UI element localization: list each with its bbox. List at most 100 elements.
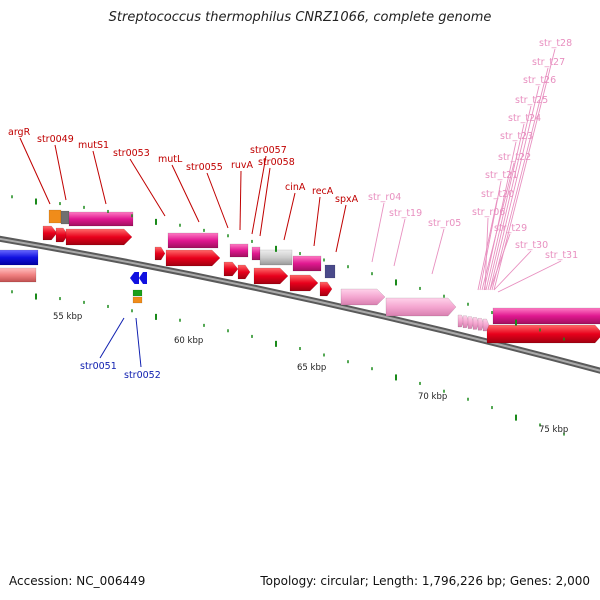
gene-block-mutS1 bbox=[68, 211, 134, 227]
genome-title: Streptococcus thermophilus CNRZ1066, com… bbox=[108, 10, 492, 25]
cds-arrow-mutS1 bbox=[65, 228, 133, 246]
gene-label-str_t23: str_t23 bbox=[500, 131, 533, 142]
genome-backbone-highlight bbox=[0, 237, 600, 372]
leader-line-str0049 bbox=[54, 144, 67, 201]
gene-label-str_t31: str_t31 bbox=[545, 250, 578, 261]
gene-label-ruvA: ruvA bbox=[231, 160, 254, 171]
gene-label-str0052: str0052 bbox=[124, 370, 161, 381]
cds-arrow-recA bbox=[289, 274, 319, 292]
leader-line-str0053 bbox=[129, 158, 166, 217]
genome-summary-text: Topology: circular; Length: 1,796,226 bp… bbox=[260, 574, 590, 588]
leader-line-str_t30 bbox=[493, 250, 532, 291]
gene-label-str0053: str0053 bbox=[113, 148, 150, 159]
trna-block-cluster-5 bbox=[482, 318, 490, 332]
gene-label-str_t26: str_t26 bbox=[523, 75, 556, 86]
gene-label-str_t21: str_t21 bbox=[485, 170, 518, 181]
leader-line-str0051 bbox=[99, 317, 125, 359]
gene-label-str_t24: str_t24 bbox=[508, 113, 541, 124]
gene-block-right-magenta bbox=[492, 307, 600, 325]
gene-label-str_t28: str_t28 bbox=[539, 38, 572, 49]
gene-label-mutL: mutL bbox=[158, 154, 183, 165]
cds-arrow-argR bbox=[42, 225, 58, 241]
leader-line-str_r04 bbox=[371, 202, 385, 263]
leader-line-str0055 bbox=[206, 172, 229, 229]
gene-label-str_t19: str_t19 bbox=[389, 208, 422, 219]
leader-line-ruvA bbox=[239, 170, 242, 231]
gene-label-str_t29: str_t29 bbox=[494, 223, 527, 234]
cds-arrow-spxA bbox=[319, 281, 333, 297]
scale-label-4: 75 kbp bbox=[539, 425, 568, 435]
leader-line-str_t24 bbox=[485, 123, 525, 291]
gene-label-str0058: str0058 bbox=[258, 157, 295, 168]
gene-block-str0057 bbox=[251, 246, 261, 261]
trna-block-cluster-1 bbox=[462, 315, 470, 329]
leader-line-recA bbox=[313, 196, 321, 247]
gene-label-recA: recA bbox=[312, 186, 334, 197]
trna-block-cluster-4 bbox=[477, 317, 485, 331]
cds-arrow-str0049 bbox=[55, 227, 69, 243]
gene-block-str0049-small bbox=[60, 210, 70, 225]
leader-line-str_t28 bbox=[493, 48, 556, 291]
gene-str0052-orange bbox=[132, 296, 143, 304]
gene-block-argR bbox=[48, 209, 62, 224]
leader-line-str_r05 bbox=[431, 228, 445, 275]
cds-arrow-str0053 bbox=[154, 246, 166, 261]
gene-label-str_r06: str_r06 bbox=[472, 207, 505, 218]
trna-block-cluster-0 bbox=[457, 314, 465, 328]
gene-str0052-green bbox=[132, 289, 143, 297]
leader-line-str0058 bbox=[259, 167, 271, 237]
gene-block-cinA bbox=[259, 249, 293, 266]
cds-arrow-ruvA bbox=[237, 264, 251, 280]
leader-line-argR bbox=[19, 137, 51, 205]
cds-arrow-mutL bbox=[165, 249, 221, 267]
scale-label-1: 60 kbp bbox=[174, 336, 203, 346]
gene-block-ruvA bbox=[229, 243, 249, 258]
accession-text: Accession: NC_006449 bbox=[9, 574, 146, 588]
trna-block-cluster-3 bbox=[472, 317, 480, 330]
gene-label-cinA: cinA bbox=[285, 182, 306, 193]
gene-label-str_r04: str_r04 bbox=[368, 192, 401, 203]
gene-label-spxA: spxA bbox=[335, 194, 359, 205]
rrna-block-str_r05 bbox=[385, 297, 457, 317]
leader-line-spxA bbox=[335, 204, 347, 253]
scale-label-2: 65 kbp bbox=[297, 363, 326, 373]
gene-label-str0055: str0055 bbox=[186, 162, 223, 173]
cds-arrow-cinA bbox=[253, 267, 289, 285]
scale-label-0: 55 kbp bbox=[53, 312, 82, 322]
leader-line-str_t20 bbox=[477, 199, 498, 291]
leader-line-str_t31 bbox=[497, 260, 562, 293]
gene-label-str_t22: str_t22 bbox=[498, 152, 531, 163]
trna-block-cluster-2 bbox=[467, 316, 475, 329]
leader-line-mutS1 bbox=[92, 150, 107, 205]
gene-label-str_t20: str_t20 bbox=[481, 189, 514, 200]
gene-label-str_t27: str_t27 bbox=[532, 57, 565, 68]
gene-block-recA bbox=[292, 255, 322, 272]
gene-block-reverse-left-lower bbox=[0, 267, 37, 283]
leader-line-str0057 bbox=[251, 155, 267, 235]
leader-line-cinA bbox=[283, 192, 296, 241]
cds-arrow-str0055 bbox=[223, 261, 239, 277]
gene-block-reverse-left bbox=[0, 249, 39, 266]
leader-line-str_t29 bbox=[489, 233, 511, 291]
gene-block-mutL bbox=[167, 232, 219, 249]
leader-line-str_t26 bbox=[489, 85, 540, 291]
leader-line-str0052 bbox=[135, 317, 142, 368]
leader-line-str_t23 bbox=[483, 141, 517, 291]
gene-label-mutS1: mutS1 bbox=[78, 140, 109, 151]
cds-arrow-right bbox=[486, 324, 600, 344]
leader-line-str_t25 bbox=[487, 105, 532, 291]
scale-label-3: 70 kbp bbox=[418, 392, 447, 402]
gene-str0051b-reverse bbox=[139, 272, 147, 284]
gene-label-str_t30: str_t30 bbox=[515, 240, 548, 251]
leader-line-str_t21 bbox=[479, 180, 502, 291]
gene-label-str_r05: str_r05 bbox=[428, 218, 461, 229]
gene-label-str0057: str0057 bbox=[250, 145, 287, 156]
leader-line-str_t27 bbox=[491, 67, 549, 291]
gene-block-spxA bbox=[324, 264, 336, 279]
gene-str0051-reverse bbox=[130, 272, 139, 284]
gene-label-argR: argR bbox=[8, 127, 31, 138]
gene-label-str0051: str0051 bbox=[80, 361, 117, 372]
leader-line-str_t19 bbox=[393, 218, 406, 267]
